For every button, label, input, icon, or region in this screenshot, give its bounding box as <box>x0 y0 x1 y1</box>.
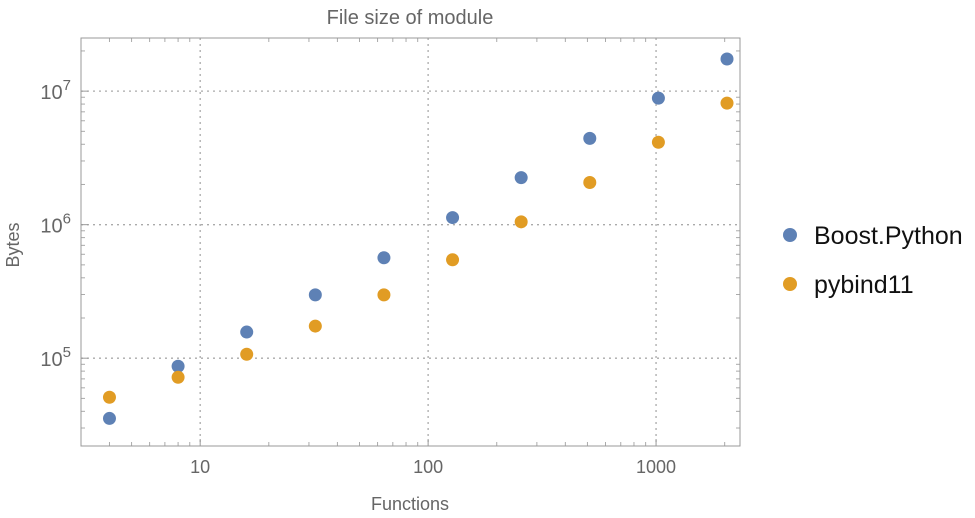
point-boost-python <box>102 411 116 425</box>
legend-marker <box>783 277 797 291</box>
point-boost-python <box>308 288 322 302</box>
y-tick-label: 107 <box>40 77 71 104</box>
point-pybind11 <box>651 135 665 149</box>
point-boost-python <box>171 359 185 373</box>
y-tick-label: 105 <box>40 344 71 371</box>
x-tick-label: 100 <box>413 457 443 477</box>
point-boost-python <box>651 91 665 105</box>
plot-frame <box>80 37 741 447</box>
point-boost-python <box>514 171 528 185</box>
point-pybind11 <box>720 96 734 110</box>
point-pybind11 <box>308 319 322 333</box>
y-axis-label: Bytes <box>3 222 23 267</box>
point-pybind11 <box>514 215 528 229</box>
x-tick-label: 1000 <box>636 457 676 477</box>
point-boost-python <box>720 52 734 66</box>
x-axis-label: Functions <box>371 494 449 513</box>
point-boost-python <box>240 325 254 339</box>
point-boost-python <box>583 131 597 145</box>
point-pybind11 <box>240 347 254 361</box>
point-pybind11 <box>377 288 391 302</box>
legend-marker <box>783 228 797 242</box>
legend-label: Boost.Python <box>814 222 963 250</box>
x-tick-label: 10 <box>190 457 210 477</box>
point-pybind11 <box>446 253 460 267</box>
legend-label: pybind11 <box>814 271 914 299</box>
point-pybind11 <box>583 175 597 189</box>
y-tick-label: 106 <box>40 211 71 238</box>
chart-title: File size of module <box>327 7 494 29</box>
point-pybind11 <box>171 370 185 384</box>
point-boost-python <box>377 251 391 265</box>
point-pybind11 <box>102 390 116 404</box>
point-boost-python <box>446 211 460 225</box>
